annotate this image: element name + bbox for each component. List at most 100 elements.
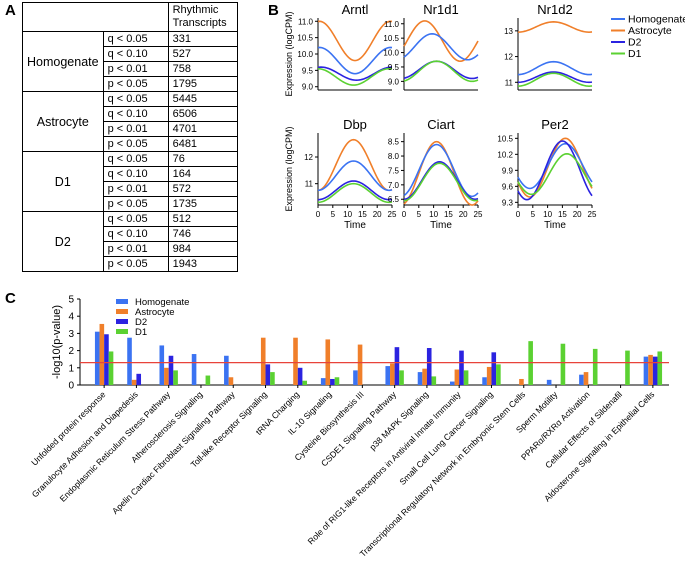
series-line-d1 bbox=[403, 60, 479, 83]
legend-swatch bbox=[116, 329, 128, 334]
series-line-homogenate bbox=[403, 143, 479, 198]
group-name-cell: D2 bbox=[22, 211, 104, 272]
bar-astrocyte bbox=[260, 337, 266, 385]
table-row: q < 0.10 746 bbox=[23, 226, 238, 242]
x-tick-label: 0 bbox=[516, 210, 521, 219]
bar-homogenate bbox=[643, 356, 649, 385]
bar-d2 bbox=[459, 350, 464, 385]
series-line-d1 bbox=[517, 72, 593, 87]
y-tick-label: 4 bbox=[68, 312, 74, 323]
y-tick-label: 9.0 bbox=[388, 77, 400, 86]
y-tick-label: 2 bbox=[68, 346, 74, 357]
bar-astrocyte bbox=[422, 368, 427, 385]
y-tick-label: 7.5 bbox=[388, 166, 400, 175]
threshold-cell: p < 0.05 bbox=[102, 256, 169, 272]
count-cell: 1795 bbox=[167, 76, 238, 92]
blank-cell bbox=[103, 2, 169, 32]
y-axis-title: -log10(p-value) bbox=[51, 305, 63, 379]
x-tick-label: 10 bbox=[543, 210, 552, 219]
x-tick-label: 15 bbox=[444, 210, 453, 219]
threshold-cell: q < 0.05 bbox=[102, 91, 169, 107]
table-row: D2 q < 0.05 512 bbox=[22, 211, 238, 272]
bar-d2 bbox=[491, 352, 497, 385]
bar-homogenate bbox=[385, 366, 391, 385]
x-tick-label: 25 bbox=[588, 210, 597, 219]
table-row: p < 0.05 1943 bbox=[23, 256, 238, 272]
legend-label: D1 bbox=[628, 48, 642, 60]
table-header-row: Rhythmic Transcripts bbox=[22, 2, 238, 32]
bar-d1 bbox=[302, 380, 308, 385]
bar-d2 bbox=[394, 347, 400, 385]
series-line-d1 bbox=[517, 152, 593, 196]
bar-astrocyte bbox=[519, 378, 524, 385]
count-cell: 5445 bbox=[167, 91, 238, 107]
subplot-title: Ciart bbox=[427, 117, 455, 132]
y-tick-label: 12 bbox=[304, 153, 313, 162]
rhythmic-transcripts-table: Rhythmic Transcripts Homogenate q < 0.05 33… bbox=[22, 2, 238, 272]
bar-homogenate bbox=[320, 378, 326, 385]
x-tick-label: 15 bbox=[558, 210, 567, 219]
x-tick-label: 0 bbox=[316, 210, 321, 219]
bar-astrocyte bbox=[648, 354, 653, 385]
x-tick-label: 25 bbox=[474, 210, 483, 219]
threshold-cell: q < 0.05 bbox=[102, 31, 169, 47]
subplot-nr1d2: Nr1d2 11 12 13 bbox=[504, 2, 593, 91]
subplot-nr1d1: Nr1d1 9.0 9.5 10.0 10.5 11.0 bbox=[383, 2, 479, 91]
x-tick-label: Apelin Cardiac Fibroblast Signaling Path… bbox=[110, 389, 237, 516]
bar-homogenate bbox=[546, 379, 552, 385]
series-line-d2 bbox=[517, 71, 593, 84]
bar-homogenate bbox=[191, 354, 197, 385]
y-tick-label: 11 bbox=[505, 78, 514, 87]
x-tick-label: 10 bbox=[343, 210, 352, 219]
bar-d1 bbox=[431, 376, 437, 385]
legend-label: D2 bbox=[628, 37, 642, 49]
bar-astrocyte bbox=[131, 379, 137, 385]
table-row: q < 0.10 6506 bbox=[23, 106, 238, 122]
bar-d2 bbox=[330, 378, 335, 385]
y-tick-label: 7.0 bbox=[388, 181, 400, 190]
threshold-cell: p < 0.01 bbox=[102, 181, 169, 197]
group-name-cell: Astrocyte bbox=[22, 91, 104, 152]
bar-homogenate bbox=[482, 377, 487, 385]
series-line-astrocyte bbox=[317, 138, 393, 192]
y-tick-label: 9.5 bbox=[302, 66, 314, 75]
x-tick-label: 10 bbox=[429, 210, 438, 219]
legend-label: D1 bbox=[135, 327, 147, 338]
x-tick-label: 20 bbox=[459, 210, 468, 219]
bar-d2 bbox=[426, 348, 432, 385]
bar-d1 bbox=[496, 364, 501, 385]
y-tick-label: 10.5 bbox=[497, 134, 513, 143]
subplot-title: Dbp bbox=[343, 117, 367, 132]
bar-astrocyte bbox=[454, 369, 460, 385]
bar-homogenate bbox=[159, 345, 165, 385]
bar-d2 bbox=[168, 355, 174, 385]
table-row: Astrocyte q < 0.05 5445 bbox=[22, 91, 238, 152]
table-row: Homogenate q < 0.05 331 bbox=[22, 31, 238, 92]
y-tick-label: 11 bbox=[305, 180, 314, 189]
y-tick-label: 10.5 bbox=[383, 34, 399, 43]
legend-label: Astrocyte bbox=[135, 307, 175, 318]
bar-d1 bbox=[334, 377, 340, 385]
series-line-d1 bbox=[317, 67, 393, 86]
bar-astrocyte bbox=[390, 363, 395, 385]
y-tick-label: 0 bbox=[68, 381, 74, 392]
series-line-d2 bbox=[517, 140, 593, 201]
bar-homogenate bbox=[127, 337, 132, 385]
series-line-homogenate bbox=[517, 60, 593, 76]
panel-label-a: A bbox=[5, 2, 16, 19]
threshold-cell: p < 0.05 bbox=[102, 136, 169, 152]
y-tick-label: 8.5 bbox=[388, 138, 400, 147]
threshold-cell: q < 0.10 bbox=[102, 46, 169, 62]
bar-d1 bbox=[173, 370, 178, 385]
x-tick-label: 20 bbox=[373, 210, 382, 219]
y-axis-title: Expression (logCPM) bbox=[284, 11, 294, 96]
bar-d1 bbox=[560, 343, 566, 385]
bar-d1 bbox=[657, 351, 663, 385]
y-tick-label: 10.0 bbox=[297, 50, 313, 59]
legend-swatch bbox=[116, 319, 128, 324]
series-line-astrocyte bbox=[403, 140, 479, 206]
y-axis-title: Expression (logCPM) bbox=[284, 126, 294, 211]
table-row: p < 0.01 984 bbox=[23, 241, 238, 257]
x-tick-label: p38 MAPK Signaling bbox=[368, 389, 431, 452]
